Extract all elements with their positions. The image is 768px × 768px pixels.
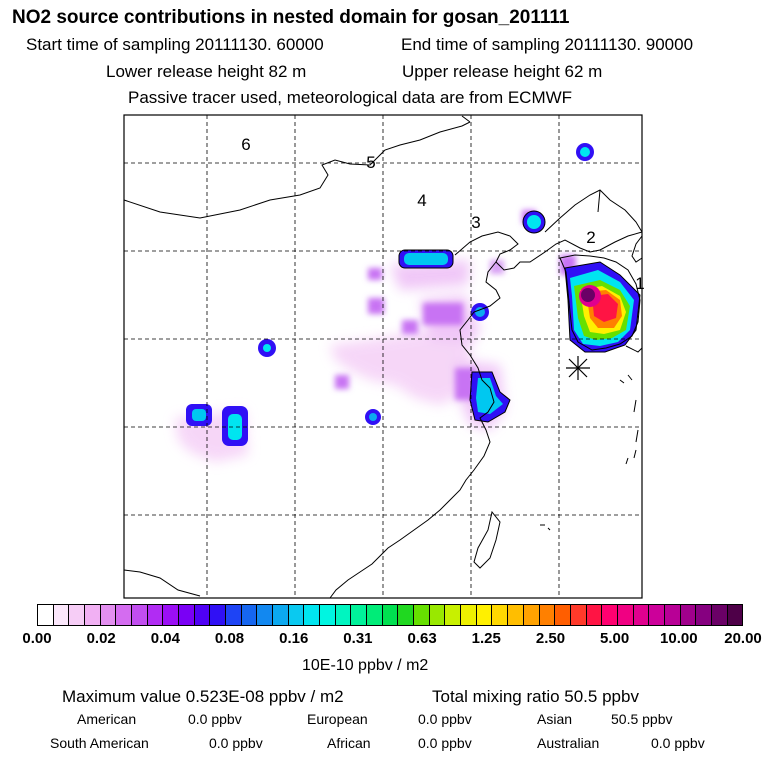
lat-lon-grid [124, 115, 642, 598]
colorbar-segment [696, 605, 712, 625]
colorbar-tick-label: 0.08 [214, 630, 245, 647]
colorbar-tick-label: 0.02 [86, 630, 116, 647]
colorbar-segment [664, 605, 681, 625]
region-label-1: 1 [635, 274, 644, 293]
source-name-american: American [77, 711, 137, 727]
colorbar-segment [351, 605, 368, 625]
colorbar-segment [335, 605, 352, 625]
colorbar-segment [100, 605, 117, 625]
units-label: 10E-10 ppbv / m2 [302, 657, 429, 674]
colorbar-segment [617, 605, 634, 625]
colorbar-segment [210, 605, 227, 625]
colorbar-segment [382, 605, 399, 625]
colorbar-segment [602, 605, 618, 625]
source-name-european: European [307, 711, 368, 727]
region-label-4: 4 [417, 191, 426, 210]
colorbar-segment [53, 605, 70, 625]
concentration-field [175, 143, 641, 462]
colorbar-tick-label: 0.16 [279, 630, 309, 647]
colorbar-segment [257, 605, 274, 625]
colorbar-segment [586, 605, 603, 625]
source-value-australian: 0.0 ppbv [651, 735, 705, 751]
colorbar-segment [116, 605, 133, 625]
region-label-2: 2 [586, 228, 595, 247]
colorbar-segment [194, 605, 211, 625]
region-label-3: 3 [471, 213, 480, 232]
source-value-american: 0.0 ppbv [188, 711, 242, 727]
colorbar-segment [398, 605, 415, 625]
page-title: NO2 source contributions in nested domai… [12, 7, 570, 28]
colorbar-tick-label: 0.63 [407, 630, 437, 647]
source-name-south-american: South American [50, 735, 149, 751]
source-name-australian: Australian [537, 735, 600, 751]
colorbar-segment [85, 605, 101, 625]
colorbar-segment [163, 605, 180, 625]
colorbar-segment [523, 605, 540, 625]
colorbar-segment [727, 605, 743, 625]
colorbar-segment [179, 605, 195, 625]
region-label-5: 5 [366, 153, 375, 172]
end-time-label: End time of sampling 20111130. 90000 [401, 35, 694, 54]
colorbar-segment [132, 605, 148, 625]
colorbar-tick-label: 0.04 [150, 630, 180, 647]
colorbar-segment [304, 605, 321, 625]
colorbar-segment [570, 605, 587, 625]
max-value-label: Maximum value 0.523E-08 ppbv / m2 [62, 687, 344, 706]
tracer-note: Passive tracer used, meteorological data… [128, 88, 573, 107]
region-label-6: 6 [241, 135, 250, 154]
receptor-marker [566, 356, 590, 380]
colorbar-segment [476, 605, 493, 625]
source-value-asian: 50.5 ppbv [611, 711, 673, 727]
colorbar-segment [649, 605, 665, 625]
colorbar-segment [147, 605, 164, 625]
source-value-african: 0.0 ppbv [418, 735, 472, 751]
colorbar-tick-label: 2.50 [535, 630, 566, 647]
total-mixing-label: Total mixing ratio 50.5 ppbv [432, 687, 639, 706]
source-name-african: African [327, 735, 371, 751]
colorbar-segment [429, 605, 446, 625]
colorbar-segment [367, 605, 383, 625]
colorbar-segment [320, 605, 336, 625]
colorbar-segment [492, 605, 509, 625]
colorbar-segment [461, 605, 477, 625]
colorbar-tick-label: 0.00 [22, 630, 52, 647]
colorbar-segment [273, 605, 289, 625]
colorbar-segment [711, 605, 728, 625]
source-value-european: 0.0 ppbv [418, 711, 472, 727]
colorbar-segment [288, 605, 305, 625]
colorbar-segment [633, 605, 650, 625]
colorbar-segment [680, 605, 697, 625]
colorbar-segment [508, 605, 524, 625]
colorbar-segment [241, 605, 258, 625]
colorbar-segment [414, 605, 430, 625]
colorbar [37, 604, 743, 626]
colorbar-segment [539, 605, 556, 625]
lower-height-label: Lower release height 82 m [106, 62, 307, 81]
colorbar-tick-label: 10.00 [660, 630, 698, 647]
colorbar-tick-label: 20.00 [724, 630, 762, 647]
start-time-label: Start time of sampling 20111130. 60000 [26, 35, 324, 54]
colorbar-segment [226, 605, 242, 625]
colorbar-segment [69, 605, 86, 625]
colorbar-segment [445, 605, 462, 625]
colorbar-segment [38, 605, 54, 625]
colorbar-segment [555, 605, 571, 625]
colorbar-tick-label: 0.31 [343, 630, 373, 647]
upper-height-label: Upper release height 62 m [402, 62, 603, 81]
source-value-south-american: 0.0 ppbv [209, 735, 263, 751]
colorbar-tick-label: 1.25 [471, 630, 501, 647]
colorbar-tick-label: 5.00 [600, 630, 630, 647]
source-name-asian: Asian [537, 711, 573, 727]
